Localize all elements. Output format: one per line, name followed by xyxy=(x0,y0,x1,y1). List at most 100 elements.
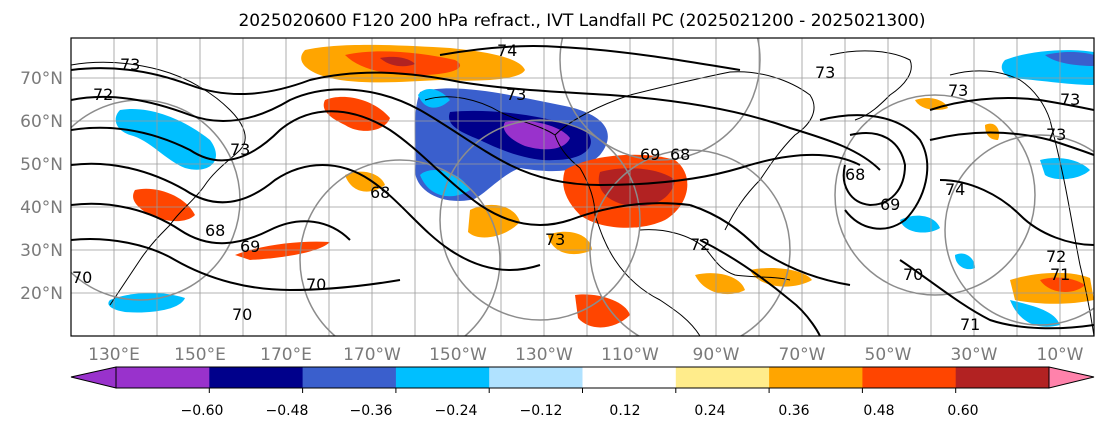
contour-label: 73 xyxy=(948,81,968,100)
contour-label: 68 xyxy=(845,165,865,184)
positive-anomaly-central-pacific xyxy=(345,171,385,192)
map-title: 2025020600 F120 200 hPa refract., IVT La… xyxy=(238,11,925,31)
colorbar-under-triangle xyxy=(70,366,117,389)
lon-label: 50°W xyxy=(865,345,912,365)
contour-69 xyxy=(71,202,351,245)
contour-label: 68 xyxy=(670,145,690,164)
refractivity-contours xyxy=(71,45,1094,336)
contour-label: 73 xyxy=(815,63,835,82)
range-ring-us xyxy=(589,149,791,336)
contour-label: 73 xyxy=(1046,125,1066,144)
lat-label: 30°N xyxy=(20,241,63,261)
contour-label: 74 xyxy=(497,41,517,60)
contour-label: 74 xyxy=(945,180,965,199)
colorbar-tick-label: 0.36 xyxy=(778,403,809,419)
contour-label: 69 xyxy=(240,237,260,256)
positive-anomaly-subtropic-a xyxy=(468,204,520,238)
colorbar: −0.60 −0.48 −0.36 −0.24 −0.12 0.12 0.24 … xyxy=(70,366,1095,419)
positive-anomaly-us-core xyxy=(598,168,675,207)
lat-label: 50°N xyxy=(20,155,63,175)
lon-label: 150°W xyxy=(429,345,487,365)
lat-label: 40°N xyxy=(20,198,63,218)
contour-label: 70 xyxy=(72,268,92,287)
positive-anomaly-pacific-band xyxy=(235,241,330,260)
contour-68 xyxy=(71,238,401,292)
contour-atlantic-low-2 xyxy=(842,132,907,207)
latitude-labels: 70°N 60°N 50°N 40°N 30°N 20°N xyxy=(20,69,63,304)
contour-71 xyxy=(71,110,691,226)
contour-label: 73 xyxy=(506,85,526,104)
colorbar-tick-label: −0.60 xyxy=(181,403,224,419)
coastline-asia xyxy=(71,61,246,306)
contour-label: 73 xyxy=(545,230,565,249)
colorbar-bin xyxy=(209,367,304,388)
negative-anomaly-mid-atlantic xyxy=(900,215,975,270)
contour-label: 73 xyxy=(230,140,250,159)
contour-us-east xyxy=(689,204,851,336)
range-ring-europe xyxy=(944,134,1094,326)
positive-anomaly-subtropic-b xyxy=(548,231,592,255)
positive-anomaly-mexico xyxy=(575,294,630,328)
colorbar-tick-labels: −0.60 −0.48 −0.36 −0.24 −0.12 0.12 0.24 … xyxy=(181,403,979,419)
positive-anomaly-africa-core xyxy=(1040,277,1085,292)
contour-label: 70 xyxy=(903,265,923,284)
lat-label: 60°N xyxy=(20,112,63,132)
colorbar-bin xyxy=(769,367,863,388)
positive-anomaly-arctic-center xyxy=(380,56,415,67)
contour-72 xyxy=(71,88,861,187)
contour-label: 72 xyxy=(690,235,710,254)
contour-label: 68 xyxy=(370,183,390,202)
colorbar-tick-label: −0.36 xyxy=(350,403,393,419)
lat-label: 20°N xyxy=(20,284,63,304)
colorbar-tick-label: 0.12 xyxy=(609,403,640,419)
contour-71-south xyxy=(899,259,1094,330)
colorbar-tick-label: −0.24 xyxy=(435,403,478,419)
colorbar-tick-label: −0.12 xyxy=(520,403,563,419)
contour-label: 70 xyxy=(306,275,326,294)
colorbar-bin xyxy=(675,367,770,388)
colorbar-ticks xyxy=(208,388,957,393)
contour-label: 69 xyxy=(880,195,900,214)
range-ring-northeast-pacific xyxy=(439,119,641,321)
colorbar-bin xyxy=(489,367,583,388)
colorbar-bin xyxy=(955,367,1050,388)
lon-label: 110°W xyxy=(601,345,659,365)
colorbar-bin xyxy=(395,367,490,388)
colorbar-tick-label: 0.24 xyxy=(694,403,725,419)
coastline-gulf xyxy=(639,229,791,281)
contour-label: 71 xyxy=(960,315,980,334)
negative-anomaly-subtropical xyxy=(108,292,185,313)
lon-label: 30°W xyxy=(951,345,998,365)
lon-label: 150°E xyxy=(174,345,226,365)
contour-73-north xyxy=(71,67,881,171)
lon-label: 10°W xyxy=(1037,345,1084,365)
lon-label: 70°W xyxy=(779,345,826,365)
negative-anomaly-center xyxy=(503,120,570,150)
lon-label: 170°W xyxy=(343,345,401,365)
range-ring-atlantic xyxy=(834,94,1036,296)
contour-atlantic-low-1 xyxy=(819,114,929,230)
colorbar-bin xyxy=(582,367,677,388)
contour-atlantic-east xyxy=(929,97,1094,246)
coastline-greenland-europe xyxy=(829,50,1094,336)
lat-label: 70°N xyxy=(20,69,63,89)
colorbar-over-triangle xyxy=(1048,366,1095,389)
colorbar-tick-label: 0.48 xyxy=(863,403,894,419)
range-ring-central-pacific xyxy=(299,159,501,336)
colorbar-bin xyxy=(302,367,397,388)
lon-label: 90°W xyxy=(693,345,740,365)
contour-74-north xyxy=(439,45,741,71)
contour-label: 71 xyxy=(1050,265,1070,284)
positive-anomaly-caribbean xyxy=(695,268,812,295)
lon-label: 130°W xyxy=(515,345,573,365)
colorbar-tick-label: −0.48 xyxy=(266,403,309,419)
contour-label: 69 xyxy=(640,145,660,164)
negative-anomaly-atlantic xyxy=(1010,158,1090,327)
contour-label: 70 xyxy=(232,305,252,324)
colorbar-bins xyxy=(116,367,1050,388)
colorbar-tick-label: 0.60 xyxy=(947,403,978,419)
contour-label: 73 xyxy=(1060,90,1080,109)
graticule xyxy=(71,38,1094,336)
contour-label: 68 xyxy=(205,221,225,240)
